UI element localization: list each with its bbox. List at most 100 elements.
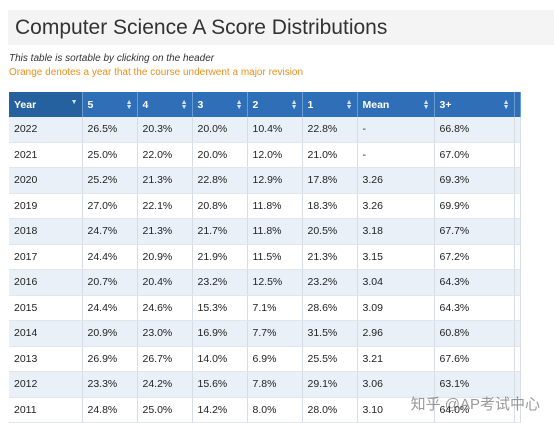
table-cell: 64.3%	[434, 295, 515, 321]
table-cell: 11.8%	[247, 193, 303, 219]
table-cell-overflow	[514, 295, 521, 321]
table-cell: 23.0%	[137, 320, 193, 347]
table-cell: 14.2%	[192, 397, 248, 423]
table-row: 2013 26.9% 26.7% 14.0% 6.9% 25.5% 3.21 67.6%	[9, 346, 521, 372]
table-cell: 10.4%	[247, 117, 303, 143]
table-row: 2011 24.8% 25.0% 14.2% 8.0% 28.0% 3.10 64.0%	[9, 397, 521, 423]
table-cell: 14.0%	[192, 346, 248, 372]
table-row: 2016 20.7% 20.4% 23.2% 12.5% 23.2% 3.04 64.3%	[9, 269, 521, 296]
table-cell: 22.0%	[137, 142, 193, 168]
table-cell: 2016	[9, 269, 83, 296]
header-score-4[interactable]: 4 ▲ ▼	[137, 92, 193, 117]
table-cell: 7.1%	[247, 295, 303, 321]
table-cell: 67.0%	[434, 142, 515, 168]
table-cell: 3.26	[357, 193, 435, 219]
table-cell: 26.7%	[137, 346, 193, 372]
table-cell: 29.1%	[302, 371, 358, 398]
table-cell: 24.8%	[82, 397, 138, 423]
header-pass-rate[interactable]: 3+ ▲ ▼	[434, 92, 515, 117]
sort-icon: ▲ ▼	[290, 99, 298, 111]
table-cell: 2020	[9, 167, 83, 194]
table-cell: 20.4%	[137, 269, 193, 296]
header-score-2[interactable]: 2 ▲ ▼	[247, 92, 303, 117]
table-cell: 12.9%	[247, 167, 303, 194]
table-cell: 24.4%	[82, 244, 138, 270]
table-cell: 20.5%	[302, 218, 358, 245]
table-cell: 69.9%	[434, 193, 515, 219]
table-cell: -	[357, 117, 435, 143]
watermark: 知乎 @AP考试中心	[410, 396, 540, 413]
table-cell: 20.9%	[82, 320, 138, 347]
header-label: 1	[307, 98, 314, 111]
table-cell: 3.18	[357, 218, 435, 245]
table-cell: 15.6%	[192, 371, 248, 398]
header-score-3[interactable]: 3 ▲ ▼	[192, 92, 248, 117]
table-cell: 3.09	[357, 295, 435, 321]
table-cell: 12.5%	[247, 269, 303, 296]
table-cell: 8.0%	[247, 397, 303, 423]
table-cell: 25.0%	[82, 142, 138, 168]
table-cell: 25.2%	[82, 167, 138, 194]
sort-icon: ▲ ▼	[235, 99, 243, 111]
table-row: 2021 25.0% 22.0% 20.0% 12.0% 21.0% -67.0%	[9, 142, 521, 168]
table-cell: 2021	[9, 142, 83, 168]
table-cell: 24.2%	[137, 371, 193, 398]
table-cell: 11.8%	[247, 218, 303, 245]
table-cell: 26.9%	[82, 346, 138, 372]
table-cell-overflow	[514, 346, 521, 372]
table-cell: 12.0%	[247, 142, 303, 168]
table-cell: 6.9%	[247, 346, 303, 372]
table-row: 2020 25.2% 21.3% 22.8% 12.9% 17.8% 3.26 69.3%	[9, 167, 521, 194]
table-cell: 67.6%	[434, 346, 515, 372]
table-cell: 23.2%	[302, 269, 358, 296]
header-label: Year	[14, 98, 37, 111]
table-cell-overflow	[514, 167, 521, 194]
table-cell: 60.8%	[434, 320, 515, 347]
table-cell: 21.7%	[192, 218, 248, 245]
table-cell: 7.7%	[247, 320, 303, 347]
title-bar: Computer Science A Score Distributions	[8, 10, 554, 45]
header-score-1[interactable]: 1 ▲ ▼	[302, 92, 358, 117]
header-mean[interactable]: Mean ▲ ▼	[357, 92, 435, 117]
table-cell: 3.06	[357, 371, 435, 398]
table-cell: 20.0%	[192, 117, 248, 143]
header-label: 3	[197, 98, 204, 111]
table-row: 2014 20.9% 23.0% 16.9% 7.7% 31.5% 2.96 60.8%	[9, 320, 521, 347]
table-cell: 22.1%	[137, 193, 193, 219]
header-year[interactable]: Year ▼	[9, 92, 83, 117]
table-cell: 23.3%	[82, 371, 138, 398]
table-cell: 23.2%	[192, 269, 248, 296]
table-cell-overflow	[514, 244, 521, 270]
table-cell: 26.5%	[82, 117, 138, 143]
table-cell: 25.5%	[302, 346, 358, 372]
table-cell-overflow	[514, 371, 521, 398]
sort-icon: ▲ ▼	[180, 99, 188, 111]
table-cell: 63.1%	[434, 371, 515, 398]
table-cell: 20.9%	[137, 244, 193, 270]
header-score-5[interactable]: 5 ▲ ▼	[82, 92, 138, 117]
table-row: 2017 24.4% 20.9% 21.9% 11.5% 21.3% 3.15 67.2%	[9, 244, 521, 270]
table-cell: 22.8%	[302, 117, 358, 143]
table-cell: 7.8%	[247, 371, 303, 398]
table-cell: 25.0%	[137, 397, 193, 423]
page-title: Computer Science A Score Distributions	[15, 16, 388, 39]
table-cell: 64.3%	[434, 269, 515, 296]
table-cell: 28.0%	[302, 397, 358, 423]
table-cell: 66.8%	[434, 117, 515, 143]
sort-down-icon: ▼	[70, 99, 78, 106]
table-cell: 22.8%	[192, 167, 248, 194]
score-distribution-table: Year ▼ 5 ▲ ▼ 4 ▲ ▼ 3 ▲ ▼ 2 ▲ ▼ 1 ▲ ▼ Mean ▲ ▼ 3+ ▲ ▼ 20…	[9, 92, 521, 423]
sort-icon: ▲ ▼	[422, 99, 430, 111]
sort-icon: ▲ ▼	[125, 99, 133, 111]
table-cell: 21.0%	[302, 142, 358, 168]
table-cell-overflow	[514, 269, 521, 296]
header-label: Mean	[362, 98, 390, 111]
table-body: 2022 26.5% 20.3% 20.0% 10.4% 22.8% -66.8% 2021 2…	[9, 117, 521, 423]
header-overflow	[514, 92, 521, 117]
table-row: 2012 23.3% 24.2% 15.6% 7.8% 29.1% 3.06 63.1%	[9, 371, 521, 398]
table-cell: 24.4%	[82, 295, 138, 321]
table-cell: 21.9%	[192, 244, 248, 270]
table-cell: -	[357, 142, 435, 168]
table-cell: 3.04	[357, 269, 435, 296]
table-row: 2022 26.5% 20.3% 20.0% 10.4% 22.8% -66.8%	[9, 117, 521, 143]
